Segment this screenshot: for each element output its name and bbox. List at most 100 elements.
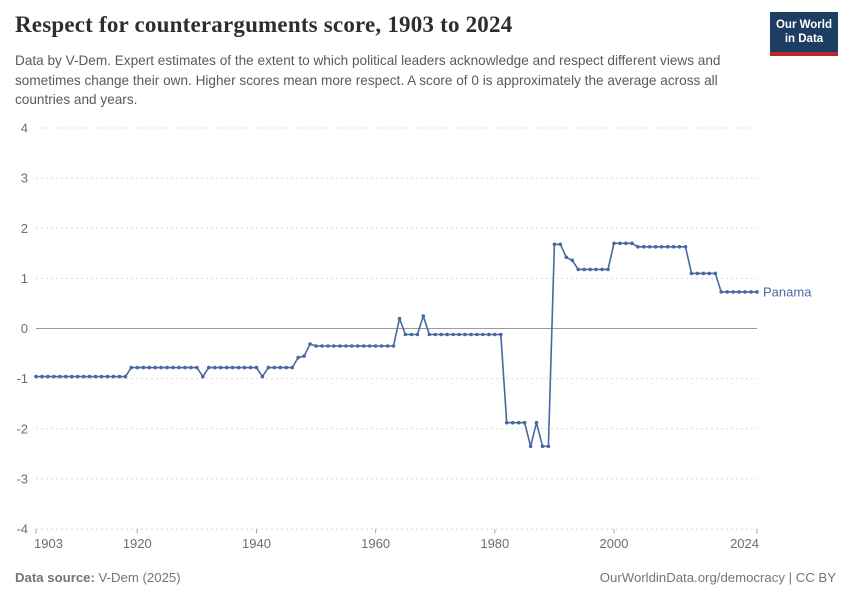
- data-point[interactable]: [34, 374, 38, 379]
- data-point[interactable]: [123, 374, 128, 379]
- data-point[interactable]: [445, 332, 449, 337]
- data-point[interactable]: [659, 245, 664, 249]
- data-point[interactable]: [594, 267, 598, 272]
- data-point[interactable]: [546, 444, 551, 449]
- data-point[interactable]: [499, 332, 503, 337]
- data-point[interactable]: [600, 267, 604, 272]
- data-point[interactable]: [195, 365, 199, 370]
- data-point[interactable]: [707, 271, 712, 276]
- data-point[interactable]: [582, 267, 586, 272]
- data-point[interactable]: [749, 290, 753, 294]
- data-point[interactable]: [725, 290, 729, 294]
- data-point[interactable]: [439, 332, 444, 337]
- data-point[interactable]: [207, 365, 211, 370]
- data-point[interactable]: [70, 374, 74, 379]
- data-point[interactable]: [653, 245, 658, 249]
- data-point[interactable]: [153, 365, 157, 370]
- data-point[interactable]: [624, 241, 628, 246]
- data-point[interactable]: [99, 374, 104, 379]
- data-point[interactable]: [487, 332, 491, 337]
- data-point[interactable]: [93, 374, 98, 379]
- data-point[interactable]: [58, 374, 62, 379]
- data-point[interactable]: [409, 332, 414, 337]
- data-point[interactable]: [141, 365, 146, 370]
- data-point[interactable]: [248, 365, 253, 370]
- data-point[interactable]: [296, 355, 301, 360]
- data-point[interactable]: [671, 245, 676, 249]
- data-point[interactable]: [350, 344, 354, 348]
- data-point[interactable]: [701, 271, 706, 276]
- data-point[interactable]: [755, 290, 759, 294]
- data-point[interactable]: [326, 344, 330, 348]
- data-point[interactable]: [397, 316, 402, 321]
- data-point[interactable]: [588, 267, 592, 272]
- data-point[interactable]: [558, 242, 563, 247]
- data-point[interactable]: [719, 290, 723, 294]
- data-point[interactable]: [75, 374, 80, 379]
- data-point[interactable]: [504, 420, 509, 425]
- series-label-panama[interactable]: Panama: [763, 284, 812, 299]
- data-point[interactable]: [40, 374, 44, 379]
- data-point[interactable]: [636, 245, 640, 249]
- data-point[interactable]: [391, 344, 396, 348]
- data-point[interactable]: [302, 354, 306, 358]
- data-point[interactable]: [737, 290, 741, 294]
- data-point[interactable]: [510, 420, 515, 425]
- data-point[interactable]: [463, 332, 467, 337]
- data-point[interactable]: [743, 290, 747, 294]
- data-point[interactable]: [731, 290, 735, 294]
- data-point[interactable]: [522, 420, 527, 425]
- data-point[interactable]: [171, 365, 175, 370]
- data-point[interactable]: [642, 245, 646, 249]
- data-point[interactable]: [52, 374, 56, 379]
- data-point[interactable]: [433, 332, 438, 337]
- data-point[interactable]: [213, 365, 217, 370]
- data-point[interactable]: [272, 365, 277, 370]
- data-point[interactable]: [147, 365, 151, 370]
- data-point[interactable]: [367, 344, 372, 348]
- data-point[interactable]: [278, 365, 283, 370]
- data-point[interactable]: [159, 365, 163, 370]
- data-point[interactable]: [356, 344, 360, 348]
- data-point[interactable]: [266, 365, 271, 370]
- data-series-line[interactable]: [35, 242, 758, 448]
- data-point[interactable]: [87, 374, 92, 379]
- data-point[interactable]: [540, 444, 545, 449]
- data-point[interactable]: [64, 374, 68, 379]
- data-point[interactable]: [683, 245, 688, 249]
- data-point[interactable]: [647, 245, 652, 249]
- data-point[interactable]: [564, 255, 569, 260]
- data-point[interactable]: [677, 245, 682, 249]
- data-point[interactable]: [665, 245, 670, 249]
- data-point[interactable]: [117, 374, 122, 379]
- data-point[interactable]: [314, 344, 318, 348]
- data-point[interactable]: [552, 242, 557, 247]
- data-point[interactable]: [618, 241, 622, 246]
- data-point[interactable]: [135, 365, 140, 370]
- data-point[interactable]: [689, 271, 694, 276]
- data-point[interactable]: [105, 374, 110, 379]
- data-point[interactable]: [630, 241, 634, 246]
- data-point[interactable]: [254, 365, 259, 370]
- data-point[interactable]: [493, 332, 497, 337]
- data-point[interactable]: [534, 420, 539, 425]
- data-point[interactable]: [320, 344, 324, 348]
- data-point[interactable]: [421, 314, 426, 318]
- data-point[interactable]: [290, 365, 295, 370]
- data-point[interactable]: [713, 271, 718, 276]
- data-point[interactable]: [612, 241, 616, 246]
- data-point[interactable]: [451, 332, 455, 337]
- data-point[interactable]: [308, 342, 312, 346]
- data-point[interactable]: [338, 344, 342, 348]
- footer-links[interactable]: OurWorldinData.org/democracy | CC BY: [599, 570, 836, 585]
- data-point[interactable]: [695, 271, 700, 276]
- owid-logo[interactable]: Our World in Data: [770, 12, 838, 56]
- data-point[interactable]: [111, 374, 116, 379]
- data-point[interactable]: [242, 365, 247, 370]
- data-point[interactable]: [224, 365, 229, 370]
- data-point[interactable]: [373, 344, 378, 348]
- data-point[interactable]: [332, 344, 336, 348]
- data-point[interactable]: [457, 332, 461, 337]
- data-point[interactable]: [415, 332, 420, 337]
- data-point[interactable]: [528, 444, 533, 449]
